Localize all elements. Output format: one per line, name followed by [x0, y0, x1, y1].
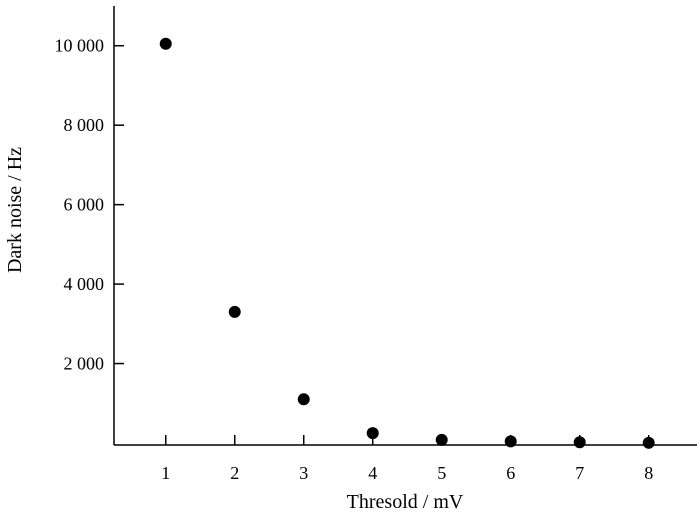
y-tick-label: 4 000: [64, 274, 105, 294]
data-point: [366, 427, 379, 440]
data-point: [504, 435, 517, 448]
data-points: [159, 37, 655, 449]
data-point: [642, 436, 655, 449]
x-tick-label: 6: [506, 463, 515, 483]
x-axis-title: Thresold / mV: [347, 491, 464, 513]
data-point: [435, 433, 448, 446]
data-point: [228, 305, 241, 318]
x-tick-label: 8: [644, 463, 653, 483]
data-point: [297, 393, 310, 406]
y-tick-label: 10 000: [55, 36, 105, 56]
y-tick-label: 2 000: [64, 354, 105, 374]
data-point: [573, 436, 586, 449]
y-axis-ticks: 2 000 4 000 6 000 8 000 10 000: [55, 36, 124, 374]
x-tick-label: 1: [161, 463, 170, 483]
x-tick-label: 7: [575, 463, 584, 483]
y-tick-label: 6 000: [64, 195, 105, 215]
x-tick-label: 5: [437, 463, 446, 483]
data-point: [159, 37, 172, 50]
x-tick-label: 2: [230, 463, 239, 483]
x-tick-label: 3: [299, 463, 308, 483]
y-tick-label: 8 000: [64, 115, 105, 135]
y-axis-title: Dark noise / Hz: [4, 147, 26, 273]
x-tick-label: 4: [368, 463, 377, 483]
